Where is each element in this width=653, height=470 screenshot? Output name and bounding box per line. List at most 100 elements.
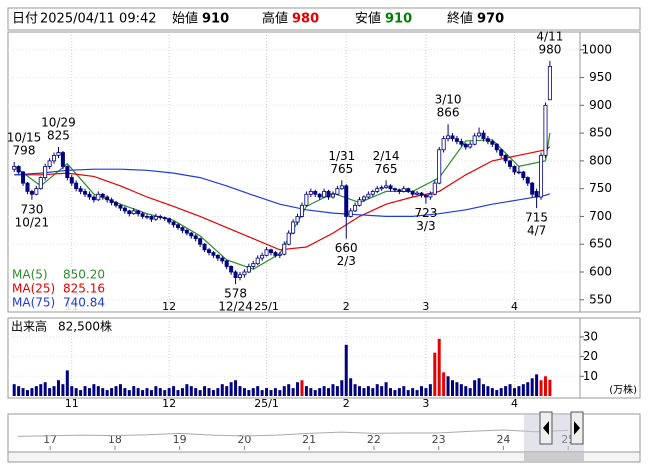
quote: 始値 910 高値 980 安値 910 終値 970 [172, 11, 504, 27]
annotation-date: 10/15 [7, 131, 42, 145]
legend-name: MA(5) [12, 268, 48, 282]
volume-bar [309, 388, 313, 396]
quote-value: 910 [202, 12, 229, 27]
price-panel [7, 31, 641, 313]
candle-body [330, 193, 335, 198]
nav-tick-label: 24 [496, 433, 510, 446]
candle-body [295, 216, 300, 223]
volume-bar [172, 386, 176, 396]
volume-bar [313, 390, 317, 396]
candle-body [65, 166, 70, 178]
scrollbar[interactable] [7, 451, 641, 463]
volume-bar [34, 386, 38, 396]
legend-value: 740.84 [63, 296, 105, 310]
volume-bar [154, 386, 158, 396]
volume-bar [61, 384, 65, 396]
nav-tick-label: 20 [237, 433, 251, 446]
quote-value: 980 [292, 12, 319, 27]
annotation-date: 12/24 [218, 300, 253, 314]
scrollbar-thumb[interactable] [524, 453, 584, 461]
volume-bar [158, 388, 162, 396]
candle-body [224, 260, 229, 267]
volume-bar [340, 380, 344, 396]
candle-body [490, 141, 495, 145]
legend-value: 825.16 [63, 282, 105, 296]
volume-bar [21, 388, 25, 396]
volume-bar [12, 384, 16, 396]
candle-body [415, 192, 420, 195]
volume-bar [384, 382, 388, 396]
volume-bar [287, 384, 291, 396]
candle-body [326, 191, 331, 198]
candle-body [43, 166, 48, 178]
volume-bar [411, 388, 415, 396]
x-tick-label: 4 [511, 397, 518, 410]
candle-body [105, 196, 110, 201]
candle-body [47, 160, 52, 167]
legend-value: 850.20 [63, 268, 105, 282]
candle-body [171, 221, 176, 226]
candle-body [286, 232, 291, 245]
y-tick-label: 600 [589, 265, 612, 279]
y-tick-label: 650 [589, 237, 612, 251]
x-tick-label: 3 [422, 397, 429, 410]
candle-body [339, 185, 344, 190]
candle-body [237, 274, 242, 278]
volume-bar [234, 380, 238, 396]
candle-body [56, 152, 61, 156]
candle-body [432, 182, 437, 195]
volume-bar [397, 388, 401, 396]
candle-body [251, 263, 256, 267]
volume-bar [127, 390, 131, 396]
candle-body [388, 185, 393, 190]
candle-body [118, 204, 123, 209]
volume-bar [167, 388, 171, 396]
candle-body [304, 193, 309, 206]
candle-body [472, 135, 477, 145]
candle-body [100, 193, 105, 198]
volume-bar [203, 386, 207, 396]
volume-bar [300, 380, 304, 396]
candle-body [131, 210, 136, 215]
candle-body [428, 193, 433, 198]
annotation-value: 730 [20, 202, 43, 216]
candle-body [21, 171, 26, 184]
volume-bar [136, 388, 140, 396]
volume-bar [371, 388, 375, 396]
quote-label: 高値 [262, 11, 288, 27]
volume-bar [211, 390, 215, 396]
y-tick-label: 800 [589, 153, 612, 167]
volume-bar [543, 376, 547, 396]
candle-body [313, 191, 318, 195]
volume-bar [473, 380, 477, 396]
candle-body [180, 227, 185, 231]
candle-body [12, 166, 17, 170]
arrow-left [543, 421, 549, 435]
candle-body [25, 182, 30, 192]
datetime: 2025/04/11 09:42 [40, 12, 157, 27]
candle-body [91, 196, 96, 201]
candle-body [392, 188, 397, 191]
volume-bar [238, 386, 242, 396]
volume-latest: 82,500株 [58, 319, 112, 334]
candle-body [344, 185, 349, 217]
candle-body [468, 143, 473, 148]
candle-body [69, 177, 74, 184]
volume-bar [402, 386, 406, 396]
arrow-right [574, 421, 580, 435]
volume-bar [220, 384, 224, 396]
date-label: 日付 [12, 12, 38, 27]
candle-body [229, 266, 234, 273]
candle-body [246, 266, 251, 273]
candle-body [375, 188, 380, 192]
candle-body [158, 216, 163, 218]
annotation-value: 825 [47, 129, 70, 143]
annotation-date: 3/3 [416, 219, 435, 233]
volume-bar [17, 386, 21, 396]
volume-bar [481, 384, 485, 396]
volume-title: 出来高 [11, 319, 47, 334]
y-tick-label: 700 [589, 209, 612, 223]
x-tick-label: 2 [343, 397, 350, 410]
volume-bar [380, 386, 384, 396]
y-tick-label: 20 [583, 349, 598, 363]
